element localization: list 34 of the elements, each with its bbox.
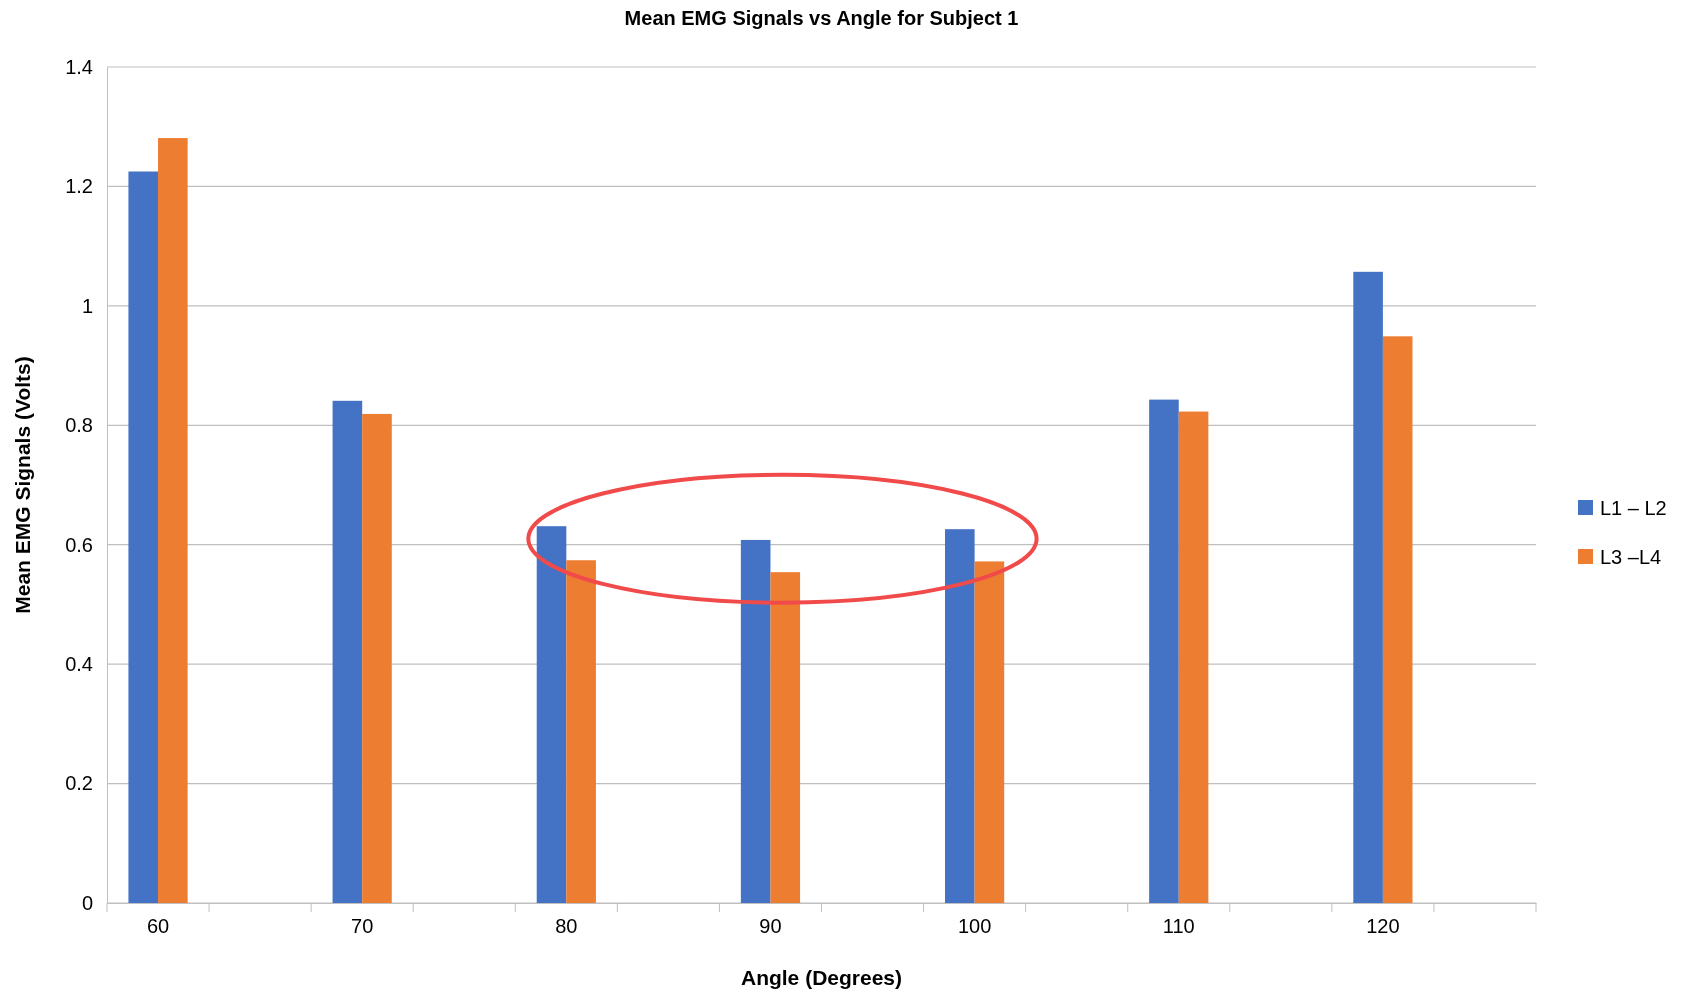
bar	[1382, 336, 1413, 903]
bar	[1353, 271, 1383, 903]
x-tick-label: 80	[555, 915, 578, 938]
y-tick-label: 0.6	[65, 533, 93, 556]
bar	[1149, 399, 1179, 903]
x-tick-label: 60	[146, 915, 170, 938]
x-tick-label: 100	[957, 915, 992, 938]
bar	[945, 529, 975, 903]
x-axis-title: Angle (Degrees)	[740, 966, 903, 989]
y-tick-label: 0.4	[65, 653, 93, 676]
bar	[536, 526, 567, 903]
bar	[974, 561, 1005, 903]
x-tick-label: 90	[759, 915, 782, 938]
bar	[332, 400, 363, 903]
bar	[128, 171, 159, 903]
x-tick-label: 110	[1162, 915, 1195, 938]
y-tick-label: 0.2	[65, 772, 93, 795]
y-tick-label: 1.2	[65, 175, 93, 198]
legend-label: L3 –L4	[1600, 546, 1662, 568]
y-tick-label: 0.8	[65, 414, 93, 437]
bar	[770, 572, 801, 903]
bar	[740, 539, 771, 903]
y-axis-title: Mean EMG Signals (Volts)	[11, 356, 34, 614]
bar	[158, 138, 188, 903]
x-tick-label: 120	[1366, 915, 1400, 938]
chart-title: Mean EMG Signals vs Angle for Subject 1	[624, 7, 1019, 29]
y-tick-label: 0	[81, 891, 93, 914]
bar	[566, 560, 596, 903]
bar	[1178, 411, 1209, 903]
bar	[362, 413, 392, 903]
y-tick-label: 1.4	[65, 55, 93, 78]
legend-label: L1 – L2	[1600, 497, 1667, 519]
y-tick-label: 1	[81, 294, 93, 317]
x-tick-label: 70	[351, 915, 374, 938]
